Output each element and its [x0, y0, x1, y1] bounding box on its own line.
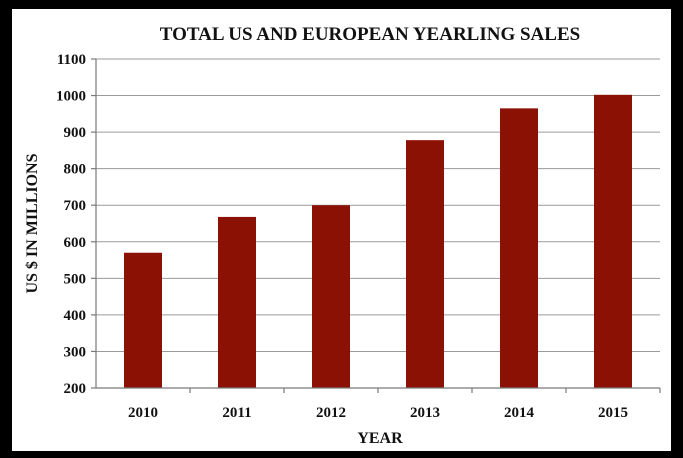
y-tick-label: 1100 — [57, 52, 86, 68]
x-tick-label: 2011 — [222, 405, 251, 421]
bar-2012 — [312, 205, 350, 388]
x-axis-label: YEAR — [357, 430, 403, 447]
chart-title: TOTAL US AND EUROPEAN YEARLING SALES — [160, 24, 580, 45]
x-tick-label: 2010 — [128, 405, 158, 421]
y-tick-label: 600 — [64, 235, 87, 251]
bar-2013 — [406, 140, 444, 388]
bar-2011 — [218, 216, 256, 388]
bar-2014 — [500, 108, 538, 388]
x-tick-label: 2015 — [598, 405, 628, 421]
gridlines — [96, 58, 660, 389]
y-axis-ticks: 200 300 400 500 600 700 800 900 1000 1100 — [56, 52, 96, 397]
y-tick-label: 1000 — [56, 89, 86, 105]
bar-2015 — [594, 94, 632, 388]
y-axis-label: US $ IN MILLIONS — [24, 153, 41, 293]
y-tick-label: 400 — [64, 308, 87, 324]
y-tick-label: 800 — [64, 162, 87, 178]
y-tick-label: 700 — [64, 198, 87, 214]
x-tick-label: 2012 — [316, 405, 346, 421]
y-tick-label: 300 — [64, 344, 87, 360]
x-axis-ticks: 2010 2011 2012 2013 2014 2015 — [128, 388, 661, 421]
bars — [124, 94, 632, 388]
bar-2010 — [124, 252, 162, 388]
y-tick-label: 200 — [64, 381, 87, 397]
y-tick-label: 500 — [64, 271, 87, 287]
x-tick-label: 2014 — [504, 405, 535, 421]
x-tick-label: 2013 — [410, 405, 440, 421]
y-tick-label: 900 — [64, 125, 87, 141]
